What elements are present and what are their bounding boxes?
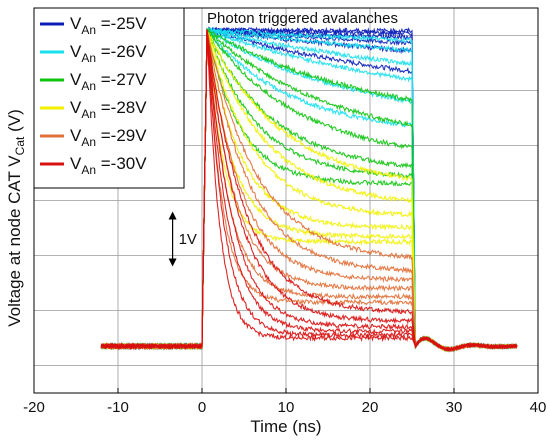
y-axis-title-main: Voltage at node CAT V: [5, 155, 24, 327]
y-axis-title: Voltage at node CAT VCat (V): [5, 109, 27, 326]
grid-layer: [34, 8, 538, 393]
scale-arrowhead-top: [168, 211, 177, 220]
scale-label: 1V: [179, 231, 197, 248]
legend-label: VAn =-28V: [70, 98, 147, 121]
x-tick-label: 40: [530, 399, 547, 416]
legend-box: [33, 7, 185, 189]
x-tick-layer: -20 -10 0 10 20 30 40: [23, 388, 546, 416]
chart-title: Photon triggered avalanches: [207, 10, 398, 27]
series-trace-6: [100, 30, 518, 352]
legend-label: VAn =-30V: [70, 154, 147, 177]
x-tick-label: 20: [362, 399, 379, 416]
x-tick-label: -20: [23, 399, 45, 416]
legend-items: VAn =-25V VAn =-26V VAn =-27V VAn =-28V VAn …: [40, 14, 147, 177]
y-axis-title-unit: (V): [5, 109, 24, 136]
legend-label: VAn =-26V: [70, 42, 147, 65]
legend-label: VAn =-25V: [70, 14, 147, 37]
x-tick-label: 10: [278, 399, 295, 416]
x-tick-label: 30: [446, 399, 463, 416]
scale-annotation: 1V: [168, 211, 197, 267]
legend: VAn =-25V VAn =-26V VAn =-27V VAn =-28V VAn …: [33, 7, 185, 189]
legend-label: VAn =-27V: [70, 70, 147, 93]
y-axis-title-sub: Cat: [13, 136, 27, 155]
series-layer: [100, 26, 518, 353]
scale-arrowhead-bottom: [168, 258, 177, 267]
x-tick-label: -10: [107, 399, 129, 416]
x-tick-label: 0: [198, 399, 206, 416]
x-axis-title: Time (ns): [250, 417, 321, 436]
legend-label: VAn =-29V: [70, 126, 147, 149]
